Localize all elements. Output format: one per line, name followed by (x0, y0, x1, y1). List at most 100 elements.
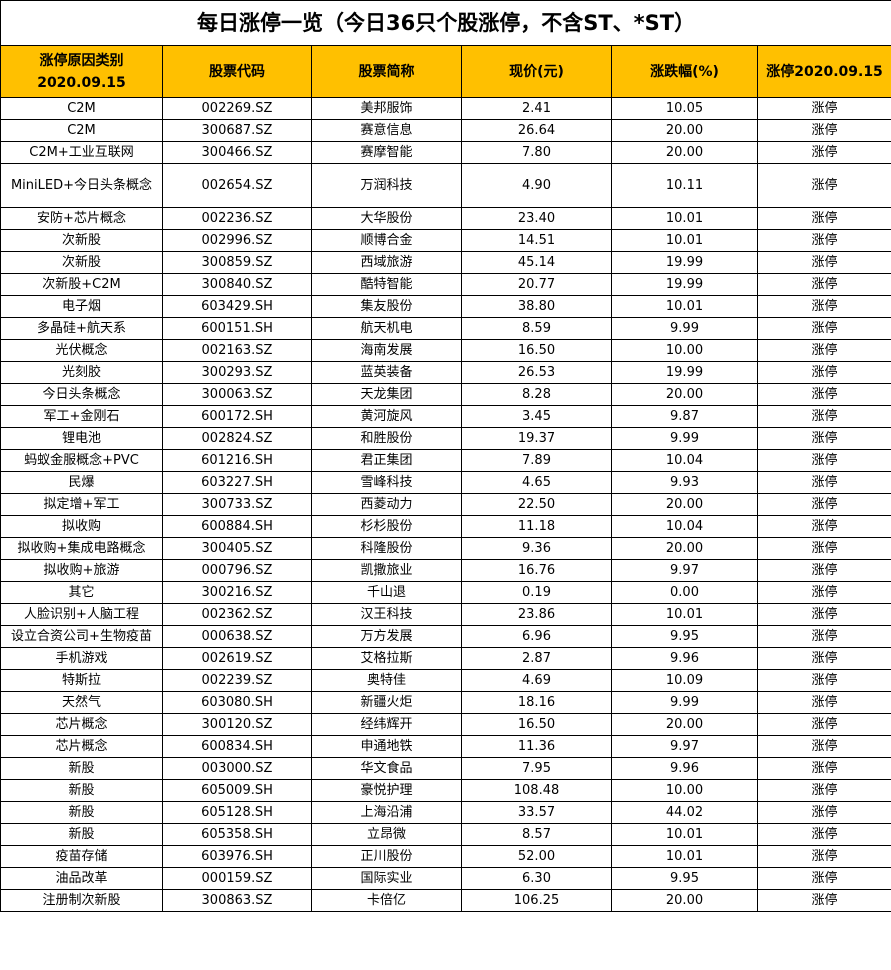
cell-status: 涨停 (756, 471, 891, 494)
cell-change-pct: 9.96 (611, 757, 758, 780)
cell-change-pct: 19.99 (611, 251, 758, 274)
cell-change-pct: 9.97 (611, 735, 758, 758)
cell-price: 52.00 (461, 845, 612, 868)
cell-stock-name: 立昂微 (311, 823, 462, 846)
cell-change-pct: 9.93 (611, 471, 758, 494)
table-row: 芯片概念 600834.SH 申通地铁 11.36 9.97 涨停 (0, 735, 891, 758)
column-header-stock-code: 股票代码 (162, 45, 312, 98)
cell-stock-name: 航天机电 (311, 317, 462, 340)
cell-stock-code: 300863.SZ (162, 889, 312, 912)
cell-price: 108.48 (461, 779, 612, 802)
cell-stock-code: 300120.SZ (162, 713, 312, 736)
cell-status: 涨停 (756, 537, 891, 560)
cell-status: 涨停 (756, 493, 891, 516)
cell-category: 民爆 (0, 471, 163, 494)
cell-category: 蚂蚁金服概念+PVC (0, 449, 163, 472)
cell-stock-name: 国际实业 (311, 867, 462, 890)
cell-status: 涨停 (756, 295, 891, 318)
cell-stock-code: 300859.SZ (162, 251, 312, 274)
cell-stock-name: 申通地铁 (311, 735, 462, 758)
cell-stock-name: 集友股份 (311, 295, 462, 318)
cell-stock-name: 千山退 (311, 581, 462, 604)
column-header-status: 涨停2020.09.15 (756, 45, 891, 98)
cell-price: 45.14 (461, 251, 612, 274)
cell-stock-code: 601216.SH (162, 449, 312, 472)
cell-change-pct: 10.05 (611, 97, 758, 120)
cell-change-pct: 9.95 (611, 625, 758, 648)
table-row: 新股 605358.SH 立昂微 8.57 10.01 涨停 (0, 823, 891, 846)
table-row: 设立合资公司+生物疫苗 000638.SZ 万方发展 6.96 9.95 涨停 (0, 625, 891, 648)
cell-price: 6.30 (461, 867, 612, 890)
cell-price: 7.95 (461, 757, 612, 780)
cell-change-pct: 9.95 (611, 867, 758, 890)
cell-stock-name: 华文食品 (311, 757, 462, 780)
cell-category: 新股 (0, 801, 163, 824)
cell-stock-code: 000159.SZ (162, 867, 312, 890)
table-row: 拟收购 600884.SH 杉杉股份 11.18 10.04 涨停 (0, 515, 891, 538)
column-header-category: 涨停原因类别 2020.09.15 (0, 45, 163, 98)
cell-stock-name: 赛意信息 (311, 119, 462, 142)
cell-category: 光刻胶 (0, 361, 163, 384)
cell-stock-code: 603080.SH (162, 691, 312, 714)
cell-category: 光伏概念 (0, 339, 163, 362)
cell-price: 8.57 (461, 823, 612, 846)
table-row: 新股 605009.SH 豪悦护理 108.48 10.00 涨停 (0, 779, 891, 802)
cell-price: 18.16 (461, 691, 612, 714)
cell-price: 11.18 (461, 515, 612, 538)
cell-change-pct: 10.11 (611, 163, 758, 208)
table-row: 手机游戏 002619.SZ 艾格拉斯 2.87 9.96 涨停 (0, 647, 891, 670)
cell-stock-name: 顺博合金 (311, 229, 462, 252)
cell-status: 涨停 (756, 97, 891, 120)
cell-status: 涨停 (756, 757, 891, 780)
cell-status: 涨停 (756, 669, 891, 692)
cell-stock-code: 300293.SZ (162, 361, 312, 384)
cell-price: 26.64 (461, 119, 612, 142)
cell-stock-name: 赛摩智能 (311, 141, 462, 164)
table-row: C2M+工业互联网 300466.SZ 赛摩智能 7.80 20.00 涨停 (0, 141, 891, 164)
cell-change-pct: 0.00 (611, 581, 758, 604)
cell-category: 芯片概念 (0, 713, 163, 736)
cell-status: 涨停 (756, 449, 891, 472)
cell-stock-name: 科隆股份 (311, 537, 462, 560)
cell-category: 特斯拉 (0, 669, 163, 692)
cell-category: 多晶硅+航天系 (0, 317, 163, 340)
cell-stock-code: 002996.SZ (162, 229, 312, 252)
cell-stock-code: 002236.SZ (162, 207, 312, 230)
cell-change-pct: 19.99 (611, 361, 758, 384)
cell-stock-code: 300063.SZ (162, 383, 312, 406)
cell-change-pct: 20.00 (611, 537, 758, 560)
cell-status: 涨停 (756, 801, 891, 824)
cell-category: 新股 (0, 779, 163, 802)
cell-price: 22.50 (461, 493, 612, 516)
table-row: 军工+金刚石 600172.SH 黄河旋风 3.45 9.87 涨停 (0, 405, 891, 428)
cell-stock-name: 美邦服饰 (311, 97, 462, 120)
cell-stock-code: 002239.SZ (162, 669, 312, 692)
table-title: 每日涨停一览（今日36只个股涨停，不含ST、*ST） (0, 0, 891, 46)
column-header-change-pct: 涨跌幅(%) (611, 45, 758, 98)
cell-price: 2.87 (461, 647, 612, 670)
cell-price: 4.69 (461, 669, 612, 692)
cell-status: 涨停 (756, 603, 891, 626)
cell-change-pct: 10.04 (611, 449, 758, 472)
cell-change-pct: 9.87 (611, 405, 758, 428)
cell-category: 其它 (0, 581, 163, 604)
table-row: 电子烟 603429.SH 集友股份 38.80 10.01 涨停 (0, 295, 891, 318)
cell-stock-name: 海南发展 (311, 339, 462, 362)
cell-stock-code: 002824.SZ (162, 427, 312, 450)
table-row: MiniLED+今日头条概念 002654.SZ 万润科技 4.90 10.11 涨停 (0, 163, 891, 208)
cell-change-pct: 9.96 (611, 647, 758, 670)
cell-stock-code: 000638.SZ (162, 625, 312, 648)
cell-status: 涨停 (756, 317, 891, 340)
cell-category: 安防+芯片概念 (0, 207, 163, 230)
cell-change-pct: 10.00 (611, 779, 758, 802)
cell-category: 人脸识别+人脑工程 (0, 603, 163, 626)
cell-price: 33.57 (461, 801, 612, 824)
table-row: 光伏概念 002163.SZ 海南发展 16.50 10.00 涨停 (0, 339, 891, 362)
cell-stock-name: 正川股份 (311, 845, 462, 868)
cell-category: 电子烟 (0, 295, 163, 318)
cell-stock-name: 豪悦护理 (311, 779, 462, 802)
table-row: 今日头条概念 300063.SZ 天龙集团 8.28 20.00 涨停 (0, 383, 891, 406)
table-row: 拟收购+旅游 000796.SZ 凯撒旅业 16.76 9.97 涨停 (0, 559, 891, 582)
cell-category: 设立合资公司+生物疫苗 (0, 625, 163, 648)
cell-category: 锂电池 (0, 427, 163, 450)
